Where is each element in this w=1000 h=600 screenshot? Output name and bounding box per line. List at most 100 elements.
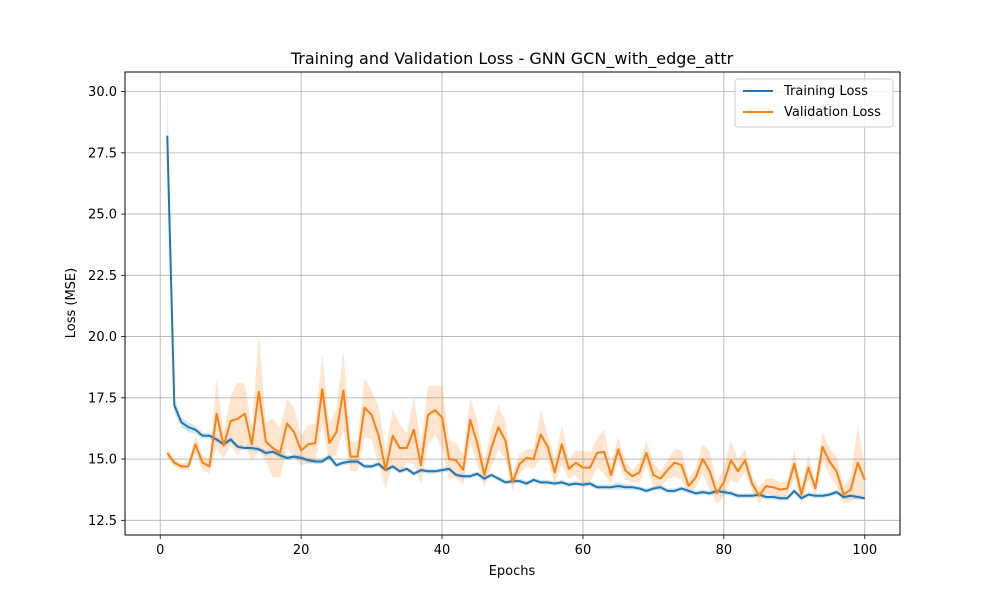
training-loss-point — [533, 479, 535, 481]
validation-loss-point — [751, 483, 753, 485]
training-loss-point — [378, 463, 380, 465]
validation-loss-point — [667, 469, 669, 471]
training-loss-point — [793, 490, 795, 492]
y-tick-label: 15.0 — [88, 453, 117, 468]
legend-box — [734, 78, 894, 128]
training-loss-point — [695, 492, 697, 494]
legend-label-validation: Validation Loss — [784, 105, 881, 120]
training-loss-point — [448, 468, 450, 470]
x-tick-label: 100 — [852, 543, 877, 558]
training-loss-point — [469, 475, 471, 477]
training-loss-point — [617, 485, 619, 487]
training-loss-point — [455, 474, 457, 476]
training-loss-point — [807, 494, 809, 496]
training-loss-point — [237, 446, 239, 448]
validation-loss-point — [385, 469, 387, 471]
training-loss-point — [582, 484, 584, 486]
training-loss-point — [420, 469, 422, 471]
training-loss-point — [441, 469, 443, 471]
training-loss-point — [413, 473, 415, 475]
validation-loss-point — [659, 478, 661, 480]
validation-loss-point — [645, 452, 647, 454]
y-tick-label: 27.5 — [88, 146, 117, 161]
training-loss-point — [392, 465, 394, 467]
plot-frame — [124, 71, 901, 536]
training-loss-point — [490, 474, 492, 476]
y-axis-label: Loss (MSE) — [64, 268, 79, 338]
training-loss-point — [357, 461, 359, 463]
training-loss-point — [272, 451, 274, 453]
validation-loss-point — [638, 472, 640, 474]
validation-loss-point — [512, 481, 514, 483]
training-loss-point — [786, 497, 788, 499]
validation-loss-point — [202, 462, 204, 464]
validation-loss-point — [793, 463, 795, 465]
validation-loss-point — [568, 468, 570, 470]
validation-loss-point — [864, 479, 866, 481]
training-loss-point — [688, 490, 690, 492]
validation-loss-point — [258, 391, 260, 393]
series-lines — [166, 135, 866, 500]
training-loss-point — [244, 447, 246, 449]
validation-loss-point — [617, 448, 619, 450]
validation-loss-point — [328, 442, 330, 444]
validation-loss-point — [469, 419, 471, 421]
x-tick-label: 20 — [293, 543, 310, 558]
validation-loss-point — [335, 431, 337, 433]
training-loss-point — [230, 438, 232, 440]
validation-loss-point — [603, 451, 605, 453]
training-loss-point — [610, 486, 612, 488]
validation-loss-point — [448, 458, 450, 460]
y-tick-label: 25.0 — [88, 208, 117, 223]
validation-loss-point — [279, 452, 281, 454]
training-loss-point — [554, 483, 556, 485]
training-loss-point — [194, 429, 196, 431]
validation-loss-point — [758, 495, 760, 497]
validation-loss-point — [836, 470, 838, 472]
validation-loss-point — [814, 487, 816, 489]
validation-loss-point — [504, 440, 506, 442]
validation-loss-point — [744, 459, 746, 461]
training-loss-point — [216, 438, 218, 440]
training-loss-point — [631, 486, 633, 488]
training-loss-point — [638, 487, 640, 489]
validation-loss-point — [709, 470, 711, 472]
training-loss-point — [751, 495, 753, 497]
validation-loss-point — [575, 462, 577, 464]
validation-loss-point — [371, 414, 373, 416]
training-loss-point — [575, 483, 577, 485]
training-loss-point — [371, 465, 373, 467]
training-loss-point — [765, 496, 767, 498]
training-loss-point — [462, 475, 464, 477]
validation-loss-point — [497, 426, 499, 428]
validation-loss-point — [850, 489, 852, 491]
training-loss-point — [674, 490, 676, 492]
validation-loss-point — [533, 458, 535, 460]
validation-loss-point — [230, 420, 232, 422]
training-loss-point — [342, 462, 344, 464]
validation-loss-point — [420, 464, 422, 466]
y-tick-label: 20.0 — [88, 330, 117, 345]
validation-loss-point — [455, 459, 457, 461]
validation-loss-point — [173, 462, 175, 464]
validation-loss-point — [413, 429, 415, 431]
validation-loss-point — [300, 449, 302, 451]
validation-loss-point — [674, 462, 676, 464]
validation-loss-point — [364, 407, 366, 409]
validation-loss-point — [251, 443, 253, 445]
x-tick-label: 40 — [434, 543, 451, 558]
validation-loss-point — [194, 443, 196, 445]
training-loss-point — [864, 497, 866, 499]
training-loss-point — [814, 495, 816, 497]
training-loss-point — [314, 461, 316, 463]
training-loss-point — [526, 483, 528, 485]
validation-loss-point — [378, 435, 380, 437]
validation-loss-point — [681, 464, 683, 466]
validation-loss-point — [737, 470, 739, 472]
training-loss-point — [561, 481, 563, 483]
y-tick-label: 12.5 — [88, 514, 117, 529]
validation-loss-point — [843, 494, 845, 496]
validation-loss-point — [702, 458, 704, 460]
x-axis-label: Epochs — [489, 564, 536, 579]
training-loss-line — [166, 135, 865, 500]
